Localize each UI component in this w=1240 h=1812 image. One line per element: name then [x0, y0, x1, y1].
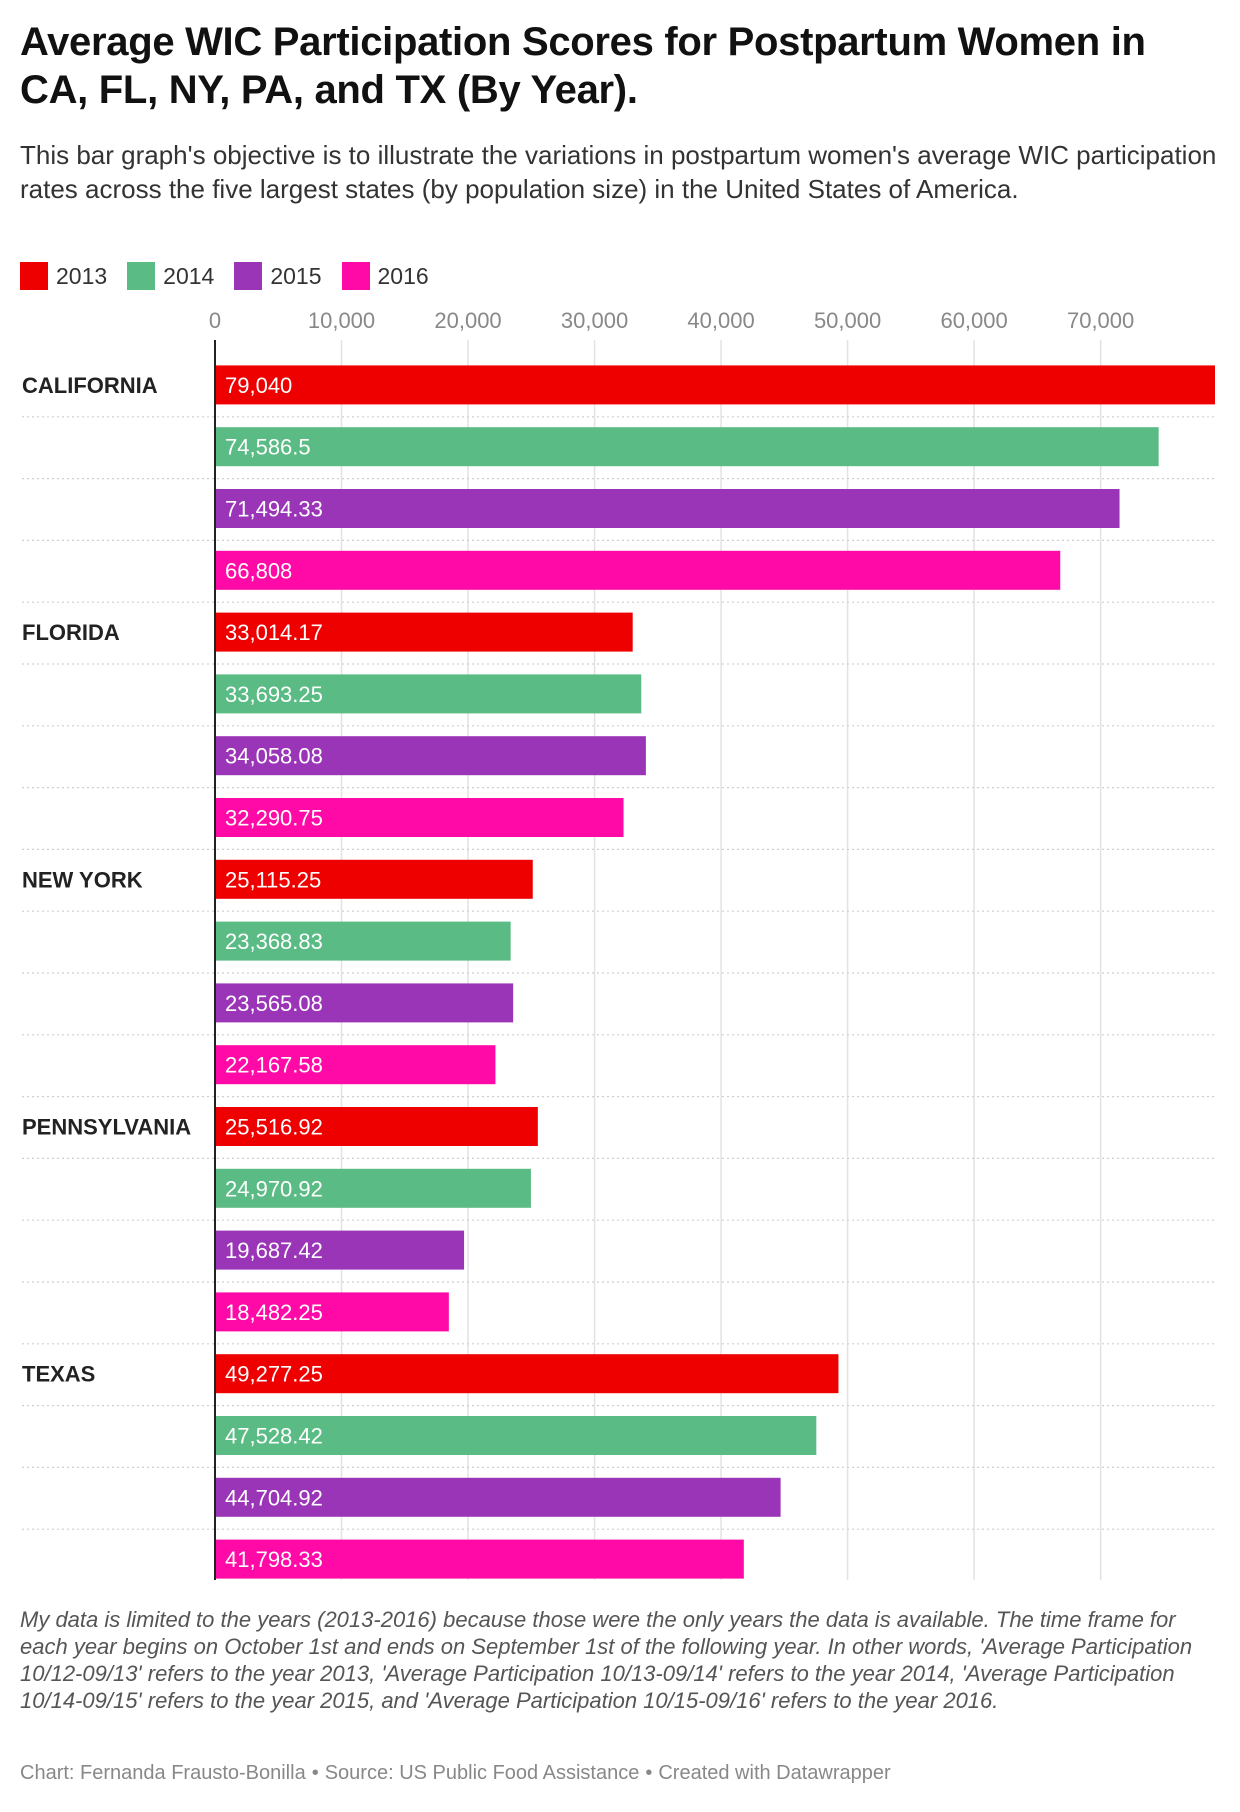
- credit-separator: •: [645, 1762, 653, 1784]
- bar-value-label: 24,970.92: [225, 1176, 323, 1201]
- x-tick-label: 70,000: [1067, 310, 1134, 333]
- legend: 2013 2014 2015 2016: [20, 262, 429, 290]
- bar: [215, 736, 646, 776]
- bar-value-label: 66,808: [225, 558, 292, 583]
- bar-value-label: 34,058.08: [225, 744, 323, 769]
- legend-item-2013: 2013: [20, 262, 107, 290]
- bar: [215, 489, 1120, 528]
- bar: [215, 1107, 538, 1146]
- bar: [215, 550, 1061, 590]
- bar: [215, 1416, 817, 1455]
- x-tick-label: 30,000: [561, 310, 628, 333]
- credit-source: Source: US Public Food Assistance: [324, 1762, 640, 1784]
- bar: [215, 921, 511, 961]
- legend-label-2016: 2016: [377, 262, 429, 289]
- x-tick-label: 50,000: [814, 310, 881, 333]
- bar-value-label: 49,277.25: [225, 1362, 323, 1387]
- bar: [215, 859, 533, 899]
- category-label: TEXAS: [22, 1362, 95, 1387]
- bar-value-label: 25,516.92: [225, 1115, 323, 1140]
- legend-item-2015: 2015: [234, 262, 322, 290]
- legend-swatch-2015: [234, 262, 263, 290]
- bar: [215, 1292, 449, 1332]
- credit-author: Chart: Fernanda Frausto-Bonilla: [20, 1762, 306, 1784]
- bar-value-label: 33,014.17: [225, 620, 323, 645]
- credit-tool: Created with Datawrapper: [658, 1762, 891, 1784]
- x-tick-label: 20,000: [434, 310, 501, 333]
- bar-value-label: 74,586.5: [225, 435, 311, 460]
- bar: [215, 1477, 781, 1517]
- bar-value-label: 23,368.83: [225, 929, 323, 954]
- bar-value-label: 32,290.75: [225, 806, 323, 831]
- bar: [215, 1539, 744, 1579]
- chart-credits: Chart: Fernanda Frausto-Bonilla • Source: …: [20, 1760, 1220, 1786]
- legend-swatch-2014: [127, 262, 156, 290]
- bar-value-label: 18,482.25: [225, 1300, 323, 1325]
- bar: [215, 1230, 465, 1270]
- legend-item-2014: 2014: [127, 262, 214, 290]
- chart-subtitle: This bar graph's objective is to illustr…: [20, 140, 1217, 204]
- bar: [215, 1045, 496, 1085]
- bar: [215, 1354, 839, 1394]
- bar-value-label: 19,687.42: [225, 1238, 323, 1263]
- bar: [215, 365, 1215, 405]
- x-tick-label: 60,000: [940, 310, 1007, 333]
- bar: [215, 1168, 531, 1208]
- bar-value-label: 44,704.92: [225, 1485, 323, 1510]
- legend-item-2016: 2016: [341, 262, 429, 290]
- legend-swatch-2013: [20, 262, 48, 290]
- bar-value-label: 71,494.33: [225, 497, 323, 522]
- credit-separator: •: [311, 1762, 319, 1784]
- bar-value-label: 33,693.25: [225, 682, 323, 707]
- legend-label-2013: 2013: [56, 262, 108, 289]
- legend-swatch-2016: [341, 262, 370, 290]
- x-tick-label: 10,000: [308, 310, 375, 333]
- category-label: NEW YORK: [22, 867, 143, 892]
- category-label: FLORIDA: [22, 620, 120, 645]
- chart-note: My data is limited to the years (2013-20…: [20, 1607, 1193, 1713]
- bar: [215, 427, 1159, 467]
- legend-label-2014: 2014: [163, 262, 215, 289]
- category-label: PENNSYLVANIA: [22, 1115, 191, 1140]
- bar-value-label: 41,798.33: [225, 1547, 323, 1572]
- category-label: CALIFORNIA: [22, 373, 158, 398]
- bar: [215, 612, 633, 652]
- legend-label-2015: 2015: [270, 262, 322, 289]
- bar-chart: 0 10,000 20,000 30,000 40,000 50,000 60,000 70,…: [22, 310, 1215, 1580]
- bar: [215, 983, 514, 1023]
- x-tick-label: 40,000: [687, 310, 754, 333]
- x-tick-label: 0: [209, 310, 221, 333]
- bar-value-label: 79,040: [225, 373, 292, 398]
- bar-value-label: 25,115.25: [225, 867, 321, 892]
- chart-title: Average WIC Participation Scores for Pos…: [20, 20, 1146, 112]
- bar: [215, 798, 624, 837]
- bar-value-label: 47,528.42: [225, 1424, 323, 1449]
- bar: [215, 674, 642, 714]
- bar-value-label: 22,167.58: [225, 1053, 323, 1078]
- bar-value-label: 23,565.08: [225, 991, 323, 1016]
